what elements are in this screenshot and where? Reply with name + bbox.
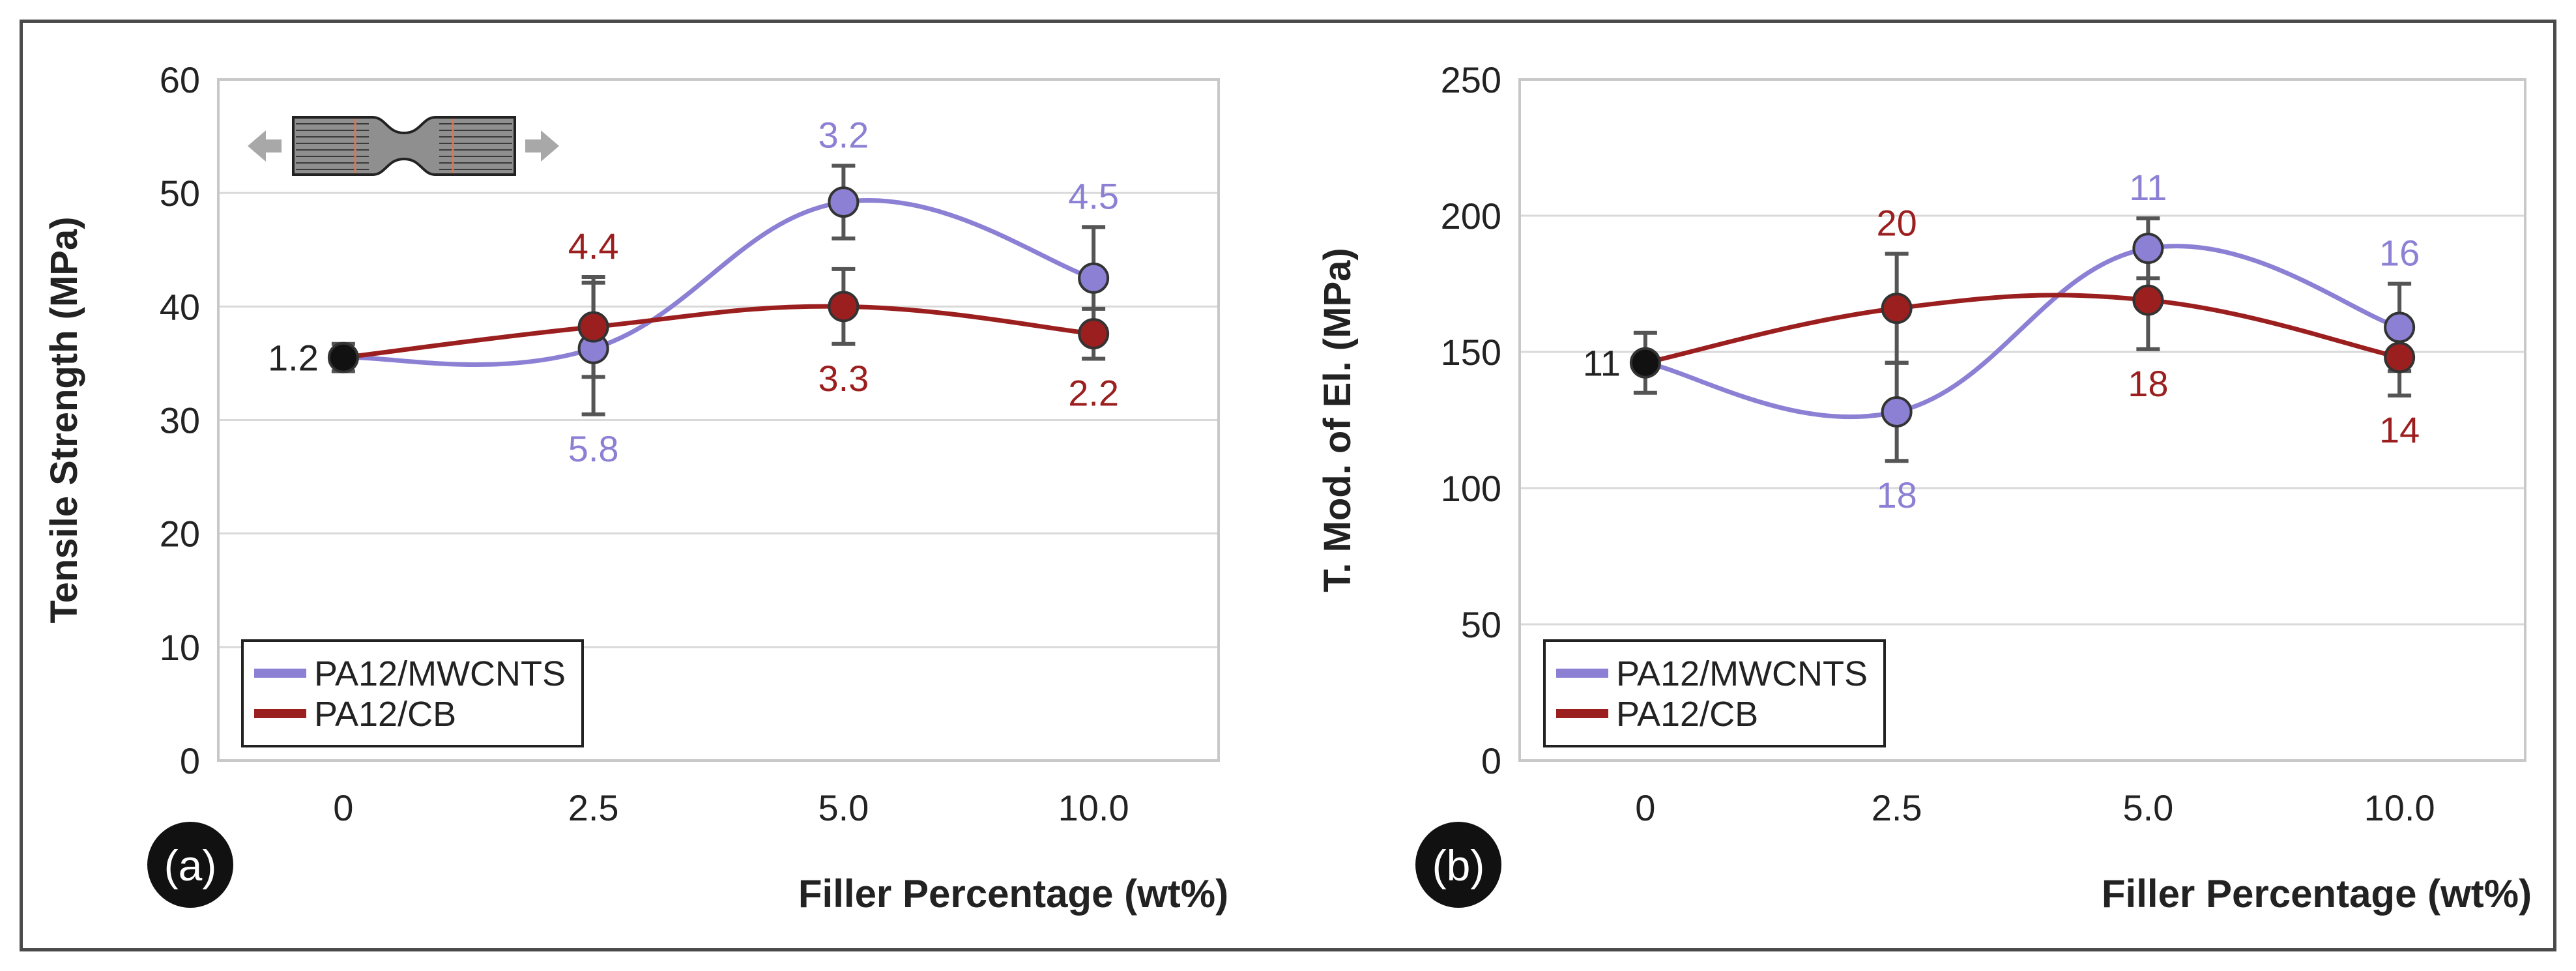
data-point-baseline (327, 341, 359, 373)
panel-label: (a) (164, 841, 217, 890)
x-tick-label: 10.0 (2364, 787, 2435, 828)
data-label: 4.5 (1068, 175, 1119, 216)
series-line-pa12-cb (343, 304, 1094, 360)
legend-label: PA12/CB (314, 695, 456, 734)
data-label: 2.2 (1068, 372, 1119, 413)
chart-panel-b: 0 50 100 150 200 250 0 2.5 5.0 10.0 T. Mod. of El.… (1316, 59, 2532, 916)
x-tick-label: 5.0 (2122, 787, 2173, 828)
x-axis-title: Filler Percentage (wt%) (798, 872, 1228, 916)
y-tick-label: 250 (1441, 59, 1501, 100)
arrow-left-icon (248, 130, 282, 162)
data-point (577, 311, 609, 343)
data-label-baseline: 1.2 (268, 338, 319, 379)
panel-label: (b) (1432, 841, 1485, 890)
data-label: 14 (2379, 409, 2420, 450)
y-tick-label: 60 (160, 59, 200, 100)
data-label: 18 (2128, 363, 2168, 404)
dogbone-tensile-specimen-icon (248, 116, 559, 176)
data-label: 16 (2379, 233, 2420, 274)
data-label-baseline: 11 (1583, 343, 1621, 384)
data-point (1078, 318, 1110, 350)
legend-label: PA12/MWCNTS (1616, 654, 1868, 693)
data-label: 4.4 (568, 225, 619, 267)
data-point (1881, 293, 1913, 325)
chart-panel-a: 0 10 20 30 40 50 60 0 2.5 5.0 10.0 Tensile Strength… (43, 59, 1228, 916)
data-point (2132, 284, 2164, 316)
data-point (1078, 262, 1110, 294)
legend-box (1543, 639, 1886, 747)
y-tick-label: 50 (1461, 604, 1501, 645)
data-point (2132, 233, 2164, 265)
x-tick-label: 5.0 (818, 787, 869, 828)
figure-frame (20, 20, 2556, 951)
data-label: 3.3 (818, 358, 869, 399)
x-tick-label: 10.0 (1058, 787, 1129, 828)
legend-box (241, 639, 584, 747)
specimen-body (292, 116, 516, 176)
y-tick-label: 200 (1441, 196, 1501, 237)
data-label: 5.8 (568, 428, 619, 469)
x-tick-label: 0 (1635, 787, 1655, 828)
legend-label: PA12/MWCNTS (314, 654, 566, 693)
arrow-right-icon (525, 130, 559, 162)
series-line-pa12-mwcnts (1645, 244, 2401, 420)
data-point (2384, 312, 2416, 343)
y-tick-label: 20 (160, 514, 200, 555)
y-tick-label: 100 (1441, 468, 1501, 509)
data-point (828, 291, 860, 323)
y-tick-label: 50 (160, 173, 200, 214)
legend-label: PA12/CB (1616, 695, 1758, 734)
data-label: 18 (1876, 474, 1917, 515)
y-tick-label: 10 (160, 627, 200, 668)
data-label: 11 (2129, 167, 2167, 208)
data-point-baseline (1629, 347, 1661, 379)
y-tick-label: 0 (180, 740, 200, 781)
data-label: 3.2 (818, 114, 869, 155)
y-tick-label: 0 (1481, 740, 1501, 781)
plot-area-border (1518, 78, 2526, 762)
x-tick-label: 2.5 (568, 787, 619, 828)
plot-area-border (217, 78, 1220, 762)
series-line-pa12-mwcnts (343, 197, 1095, 367)
y-tick-label: 30 (160, 400, 200, 441)
x-tick-label: 2.5 (1872, 787, 1922, 828)
y-tick-label: 40 (160, 286, 200, 327)
panel-label-circle (147, 822, 233, 908)
x-tick-label: 0 (333, 787, 353, 828)
series-line-pa12-cb (1645, 293, 2400, 366)
y-axis-title: T. Mod. of El. (MPa) (1316, 248, 1359, 592)
x-axis-title: Filler Percentage (wt%) (2102, 872, 2532, 916)
data-label: 20 (1876, 203, 1917, 244)
y-tick-label: 150 (1441, 332, 1501, 373)
data-point (2384, 341, 2416, 373)
panel-label-circle (1415, 822, 1501, 908)
data-point (1881, 396, 1913, 428)
data-point (828, 186, 860, 218)
y-axis-title: Tensile Strength (MPa) (43, 216, 85, 623)
